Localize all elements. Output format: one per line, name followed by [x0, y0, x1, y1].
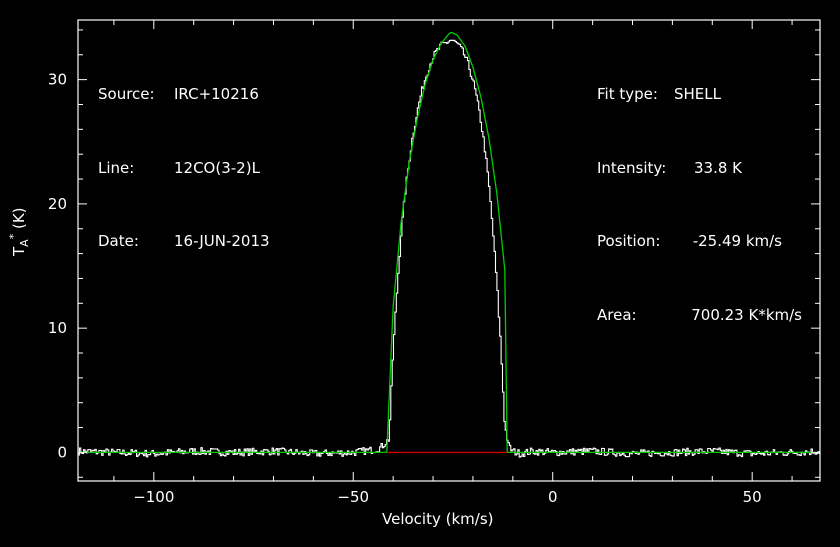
source-value: IRC+10216	[174, 85, 259, 103]
date-value: 16-JUN-2013	[174, 232, 270, 250]
x-tick-label: −50	[337, 488, 369, 506]
line-row: Line: 12CO(3-2)L	[98, 156, 270, 181]
fit-type-key: Fit type:	[597, 85, 658, 103]
area-value: 700.23 K*km/s	[691, 305, 802, 324]
intensity-value: 33.8 K	[693, 158, 742, 177]
y-axis-label-sup: *	[7, 233, 20, 240]
x-tick-label: −100	[133, 488, 174, 506]
plot-frame	[77, 19, 821, 482]
y-axis-label: TA* (K)	[7, 207, 31, 256]
y-tick-label: 30	[48, 71, 67, 89]
shell-fit-line	[78, 31, 820, 454]
source-info-panel: Source: IRC+10216 Line: 12CO(3-2)L Date: 16…	[98, 33, 270, 278]
position-key: Position:	[597, 232, 661, 250]
x-tick-label: 50	[743, 488, 762, 506]
y-axis-label-main: T	[10, 246, 28, 256]
line-key: Line:	[98, 158, 135, 177]
area-row: Area: 700.23 K*km/s	[597, 303, 802, 328]
position-value: -25.49 km/s	[692, 232, 782, 250]
y-axis-label-sub: A	[18, 239, 31, 247]
y-axis-label-unit: (K)	[10, 207, 28, 230]
intensity-row: Intensity: 33.8 K	[597, 156, 802, 181]
area-key: Area:	[597, 305, 637, 324]
source-key: Source:	[98, 85, 155, 103]
intensity-key: Intensity:	[597, 158, 667, 177]
x-tick-label: 0	[548, 488, 558, 506]
x-axis-label: Velocity (km/s)	[382, 510, 494, 528]
position-row: Position: -25.49 km/s	[597, 229, 802, 254]
source-row: Source: IRC+10216	[98, 82, 270, 107]
y-tick-label: 10	[48, 319, 67, 337]
fit-type-value: SHELL	[674, 85, 721, 103]
line-value: 12CO(3-2)L	[174, 158, 260, 177]
date-key: Date:	[98, 232, 139, 250]
y-tick-label: 0	[57, 443, 67, 461]
date-row: Date: 16-JUN-2013	[98, 229, 270, 254]
fit-info-panel: Fit type: SHELL Intensity: 33.8 K Position…	[597, 33, 802, 352]
y-tick-label: 20	[48, 195, 67, 213]
fit-type-row: Fit type: SHELL	[597, 82, 802, 107]
